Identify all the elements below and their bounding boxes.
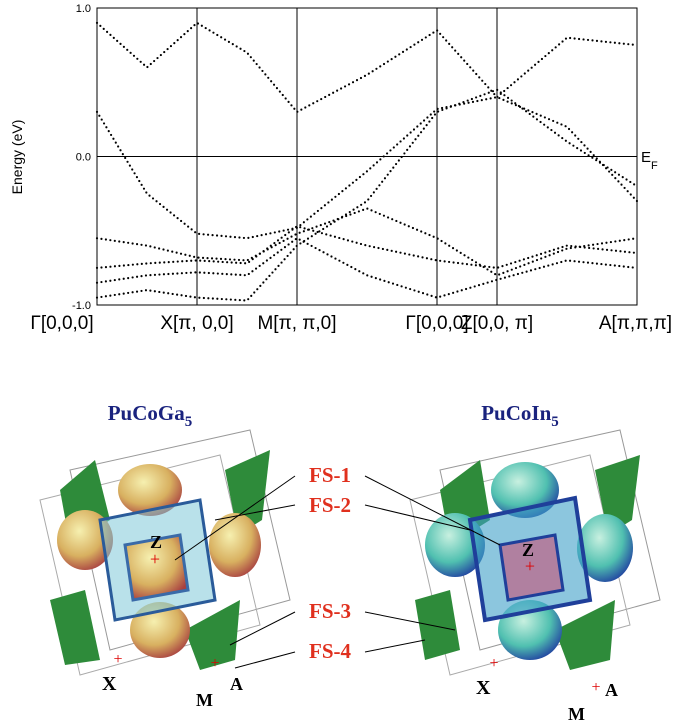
x-tick-label: Z[0,0, π] (461, 313, 533, 334)
y-tick-label: -1.0 (72, 300, 91, 312)
fs-label: FS-2 (309, 493, 351, 517)
point-marker: + (591, 679, 600, 696)
point-marker: + (210, 655, 219, 672)
fs-render-left: + + + Z X M A (39, 429, 291, 710)
point-marker: + (113, 651, 122, 668)
point-label: A (605, 680, 618, 700)
sheet (50, 590, 100, 665)
point-label: M (568, 704, 585, 724)
fs-label: FS-3 (309, 599, 351, 623)
bz-box (69, 429, 291, 651)
point-label: M (196, 690, 213, 710)
point-label: X (476, 677, 491, 699)
sheet (498, 533, 565, 602)
x-tick-label: A[π,π,π] (599, 313, 672, 334)
pocket (130, 602, 190, 658)
fs-render-right: + + + Z X M A (409, 429, 661, 724)
point-marker: + (489, 655, 498, 672)
fs-label: FS-4 (309, 639, 352, 663)
band (95, 207, 639, 277)
point-label: Z (150, 532, 162, 552)
point-marker: + (150, 549, 160, 569)
bz-box (439, 429, 661, 651)
band-plot: Energy (eV) EF 1.00.0-1.0Γ[0,0,0] X[π, 0,… (9, 3, 672, 334)
sheet (415, 590, 460, 660)
sheet (555, 600, 615, 670)
panel-title-main: PuCoIn (481, 401, 551, 425)
x-tick-label: Γ[0,0,0] (30, 313, 93, 334)
sheet (185, 600, 240, 670)
x-tick-label: X[π, 0,0] (160, 313, 233, 334)
x-tick-label: Γ[0,0,0] (405, 313, 468, 334)
pointer (364, 475, 501, 546)
sheet (123, 533, 190, 602)
fermi-main: E (641, 149, 651, 166)
point-label: A (230, 674, 243, 694)
pointer (229, 611, 296, 646)
fermi-sub: F (651, 160, 658, 172)
pocket (118, 464, 182, 516)
panel-title: PuCoGa5 (108, 401, 193, 430)
band (95, 95, 639, 240)
pocket (577, 514, 633, 582)
pointer (234, 651, 296, 669)
y-tick-label: 1.0 (76, 3, 91, 15)
pocket (209, 513, 261, 577)
pointer (174, 475, 296, 561)
band (95, 21, 639, 114)
pointer-lines (174, 475, 501, 669)
fermi-level-label: EF (641, 149, 658, 172)
band (95, 225, 639, 270)
pointer (364, 504, 471, 531)
x-tick-label: M[π, π,0] (257, 313, 336, 334)
pointer (214, 504, 296, 521)
fs-label: FS-1 (309, 463, 351, 487)
pointer (364, 639, 426, 653)
band (95, 236, 639, 299)
pocket (57, 510, 113, 570)
y-tick-label: 0.0 (76, 152, 91, 164)
panel-title: PuCoIn5 (481, 401, 559, 430)
panel-title-sub: 5 (185, 414, 193, 430)
panel-title-main: PuCoGa (108, 401, 186, 425)
fermi-surfaces: PuCoGa5 PuCoIn5 + + + Z X M A (39, 401, 661, 724)
y-axis-label: Energy (eV) (9, 120, 25, 195)
point-label: Z (522, 540, 534, 560)
band (95, 88, 639, 302)
fs-labels: FS-1 FS-2 FS-3 FS-4 (309, 463, 352, 663)
pointer (364, 611, 456, 631)
panel-title-sub: 5 (551, 414, 559, 430)
point-label: X (102, 673, 117, 695)
point-marker: + (525, 556, 535, 576)
